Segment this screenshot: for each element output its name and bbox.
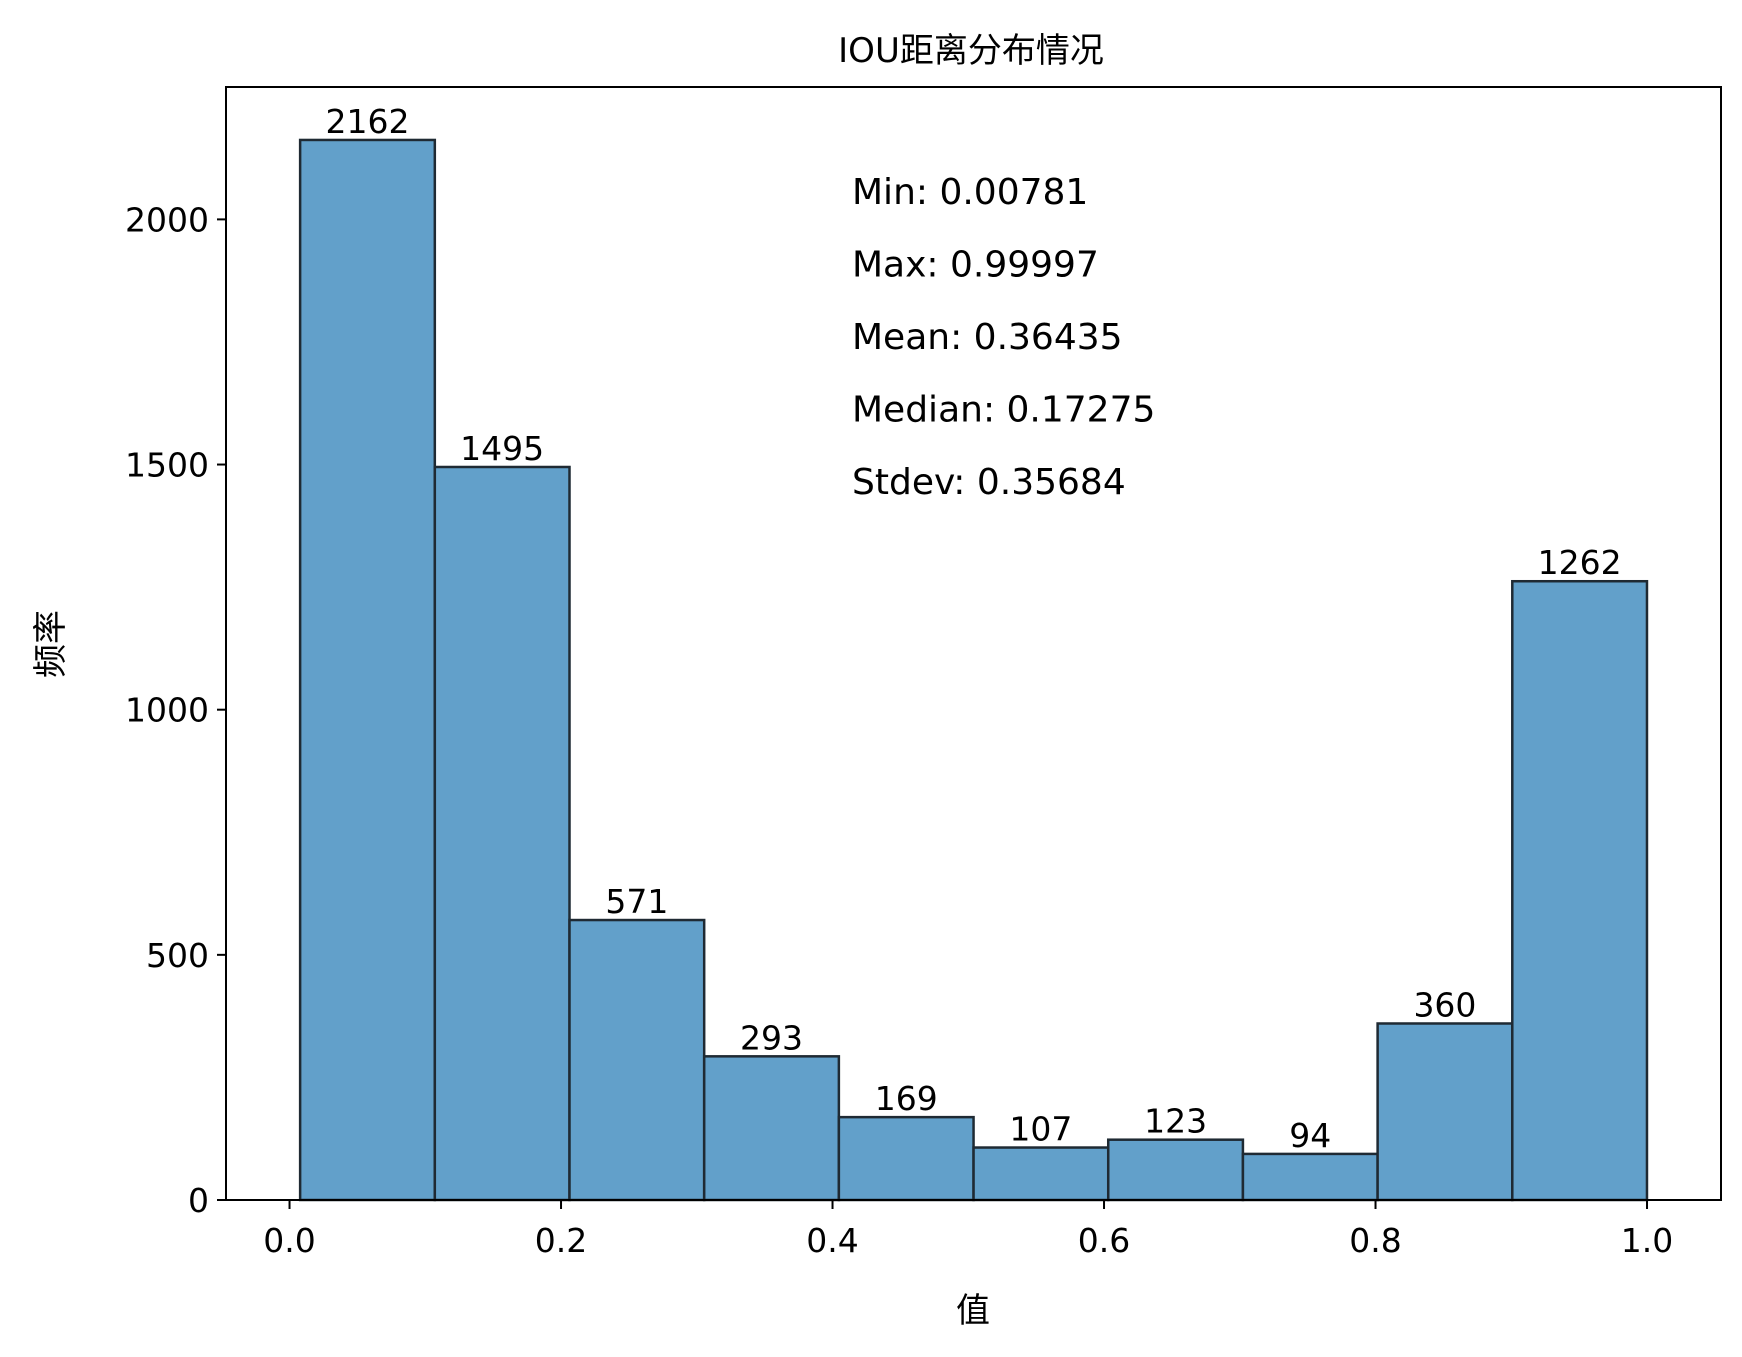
x-tick-label: 0.4 [806,1221,858,1260]
bar-value-label: 107 [1009,1110,1072,1149]
x-tick-label: 0.0 [263,1221,315,1260]
bar-value-label: 94 [1289,1116,1331,1155]
stats-annotations: Min: 0.00781 Max: 0.99997 Mean: 0.36435 Med… [852,172,1155,503]
y-axis: 0 500 1000 1500 2000 [125,200,226,1220]
bar-value-label: 360 [1413,985,1476,1024]
bar-value-label: 1495 [460,429,544,468]
x-tick-label: 0.2 [535,1221,587,1260]
x-tick-label: 0.8 [1349,1221,1401,1260]
bar-value-label: 2162 [325,102,409,141]
stat-annotation: Median: 0.17275 [852,390,1155,431]
y-tick-label: 1500 [125,446,209,485]
stat-annotation: Max: 0.99997 [852,245,1099,286]
histogram-bar [1376,1022,1514,1202]
histogram-bar [1241,1152,1379,1202]
plot-area-frame [225,86,1722,1201]
y-axis-label: 频率 [31,610,71,678]
histogram-bar [837,1115,975,1202]
histogram-bar [568,918,706,1202]
histogram-bar [298,138,437,1202]
bar-value-label: 1262 [1538,543,1622,582]
y-tick-label: 2000 [125,200,209,239]
histogram-bar [1511,579,1649,1202]
y-tick-label: 1000 [125,691,209,730]
stat-annotation: Min: 0.00781 [852,172,1088,213]
histogram-bar [433,465,571,1202]
y-tick-label: 500 [146,936,209,975]
bar-value-label: 169 [875,1079,938,1118]
chart-title: IOU距离分布情况 [838,31,1104,71]
bar-value-label: 571 [605,882,668,921]
bars-group [298,138,1649,1202]
y-tick-label: 0 [188,1181,209,1220]
histogram-bar [1106,1138,1245,1202]
stat-annotation: Stdev: 0.35684 [852,462,1126,503]
bar-value-label: 123 [1144,1102,1207,1141]
stat-annotation: Mean: 0.36435 [852,317,1123,358]
histogram-bar [972,1146,1110,1202]
x-tick-label: 1.0 [1621,1221,1673,1260]
histogram-bar [702,1055,841,1202]
bar-value-label: 293 [740,1018,803,1057]
x-axis: 0.0 0.2 0.4 0.6 0.8 1.0 [263,1200,1673,1260]
x-tick-label: 0.6 [1078,1221,1130,1260]
x-axis-label: 值 [956,1291,990,1331]
bar-labels-group: 2162 1495 571 293 169 107 123 94 360 1262 [325,102,1621,1155]
